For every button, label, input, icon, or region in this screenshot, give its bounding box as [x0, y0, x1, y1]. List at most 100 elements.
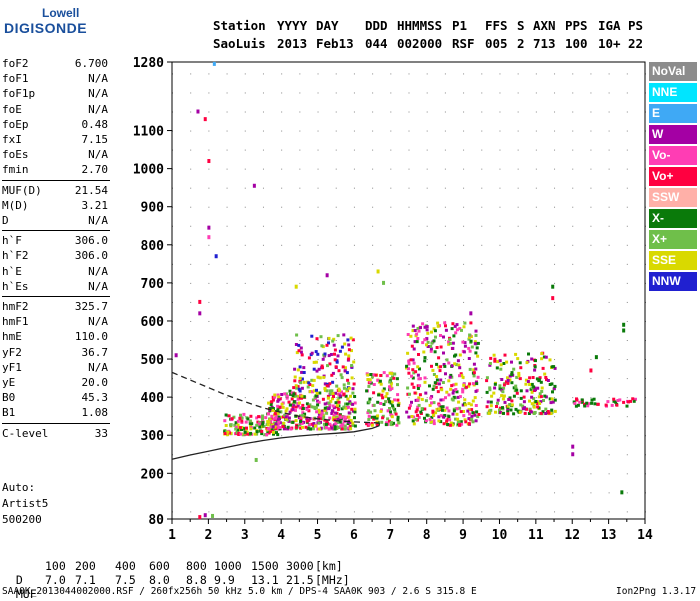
echo-point	[265, 433, 269, 437]
grid-dot	[535, 473, 537, 475]
header-value: SaoLuis	[213, 36, 266, 51]
echo-point	[512, 386, 516, 390]
echo-point	[312, 378, 316, 382]
echo-point	[502, 411, 505, 415]
grid-dot	[554, 492, 556, 494]
sparse-echo	[294, 284, 298, 289]
grid-dot	[317, 359, 319, 361]
echo-point	[407, 362, 411, 366]
grid-dot	[554, 149, 556, 151]
echo-point	[324, 426, 328, 429]
echo-point	[460, 422, 464, 426]
y-tick-label: 300	[141, 429, 165, 444]
echo-point	[412, 347, 416, 351]
echo-point	[462, 383, 466, 387]
grid-dot	[463, 92, 465, 94]
echo-point	[420, 397, 424, 401]
grid-dot	[499, 473, 501, 475]
param-row: fmin 2.70	[2, 162, 108, 177]
echo-point	[616, 399, 620, 402]
grid-dot	[463, 130, 465, 132]
grid-dot	[208, 73, 210, 75]
grid-dot	[372, 282, 374, 284]
echo-point	[347, 357, 351, 361]
echo-point	[376, 378, 380, 382]
grid-dot	[226, 73, 228, 75]
echo-point	[417, 377, 421, 381]
grid-dot	[372, 454, 374, 456]
echo-point	[510, 403, 514, 407]
echo-point	[614, 400, 618, 404]
echo-point	[524, 382, 528, 386]
echo-point	[373, 409, 377, 413]
param-separator	[2, 422, 110, 424]
grid-dot	[426, 301, 428, 303]
autoscale-version: 500200	[2, 513, 42, 526]
echo-point	[449, 387, 453, 391]
echo-point	[441, 398, 445, 402]
echo-point	[314, 394, 318, 398]
echo-point	[514, 352, 518, 356]
echo-point	[385, 374, 389, 378]
grid-dot	[499, 73, 501, 75]
echo-point	[458, 353, 462, 357]
echo-point	[530, 395, 534, 399]
param-value: N/A	[88, 148, 108, 162]
echo-point	[498, 359, 502, 363]
echo-point	[508, 403, 512, 406]
grid-dot	[390, 282, 392, 284]
autoscale-label: Auto:	[2, 481, 36, 494]
echo-point	[291, 405, 295, 409]
grid-dot	[299, 511, 301, 513]
echo-point	[442, 415, 446, 419]
echo-point	[320, 364, 324, 368]
echo-point	[429, 349, 433, 353]
echo-point	[388, 419, 391, 423]
echo-point	[515, 388, 519, 392]
echo-point	[424, 391, 428, 395]
echo-point	[533, 368, 537, 372]
sparse-echo	[211, 513, 215, 518]
echo-point	[406, 351, 410, 355]
grid-dot	[262, 149, 264, 151]
echo-point	[439, 334, 442, 337]
grid-dot	[190, 206, 192, 208]
grid-dot	[281, 359, 283, 361]
echo-point	[495, 366, 499, 370]
echo-point	[499, 367, 503, 371]
grid-dot	[262, 511, 264, 513]
grid-dot	[517, 301, 519, 303]
echo-point	[307, 356, 311, 360]
grid-dot	[281, 206, 283, 208]
grid-dot	[463, 244, 465, 246]
sparse-echo	[174, 353, 178, 358]
grid-dot	[517, 340, 519, 342]
echo-point	[490, 394, 494, 398]
grid-dot	[499, 92, 501, 94]
echo-point	[372, 391, 376, 395]
echo-point	[421, 341, 425, 345]
muf-frequency-value: 7.5	[115, 573, 136, 587]
echo-point	[540, 386, 544, 390]
echo-point	[384, 395, 388, 399]
echo-point	[499, 410, 503, 414]
grid-dot	[317, 149, 319, 151]
echo-point	[242, 412, 246, 416]
muf-frequency-row: MUF	[2, 573, 37, 601]
sparse-echo	[254, 457, 258, 462]
grid-dot	[463, 168, 465, 170]
echo-point	[530, 402, 534, 406]
echo-point	[426, 331, 430, 335]
echo-point	[444, 324, 447, 328]
grid-dot	[463, 301, 465, 303]
echo-point	[586, 404, 590, 408]
echo-point	[236, 423, 240, 427]
grid-dot	[572, 435, 574, 437]
echo-point	[303, 412, 307, 416]
muf-frequency-value: 21.5	[286, 573, 314, 587]
echo-points	[223, 321, 637, 437]
echo-point	[308, 390, 312, 394]
param-row: h`F2 306.0	[2, 248, 108, 263]
echo-point	[306, 385, 310, 389]
echo-point	[368, 380, 372, 384]
